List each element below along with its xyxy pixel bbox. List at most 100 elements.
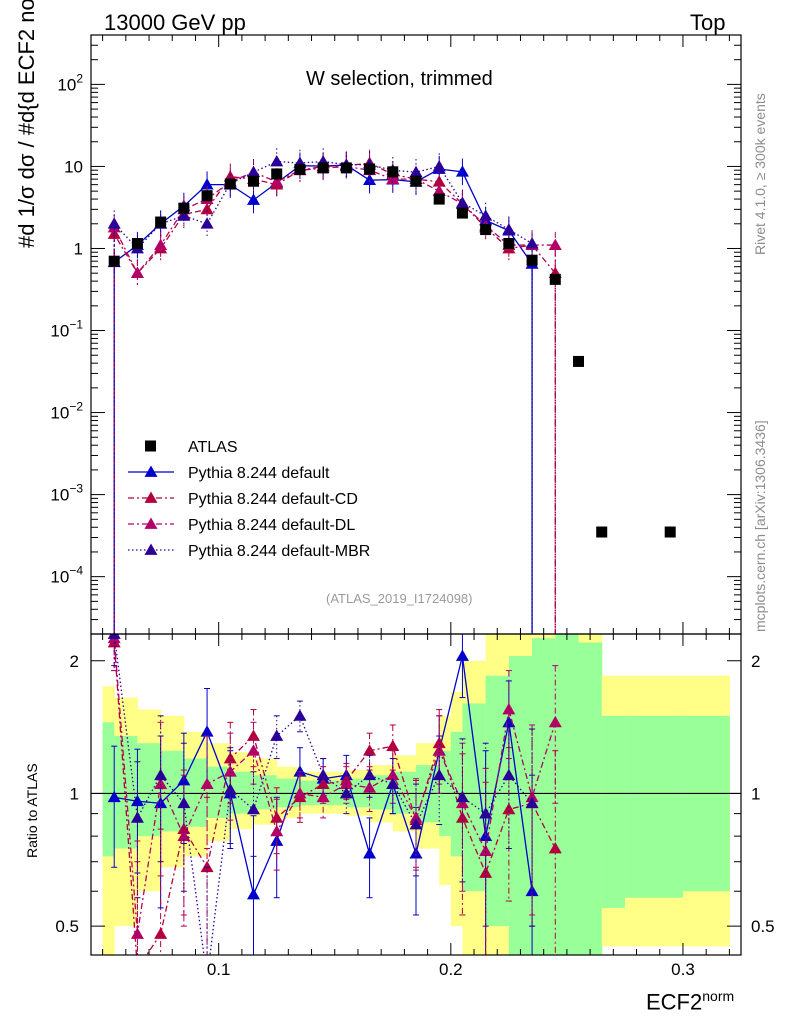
ratio-marker [316, 790, 330, 803]
legend-label: Pythia 8.244 default-CD [188, 491, 358, 508]
data-marker [248, 175, 259, 187]
data-marker [480, 224, 492, 236]
ratio-series [107, 634, 562, 955]
y-tick-base: 1 [74, 239, 83, 258]
y-ticks-ratio: 0.5 0.5 1 1 2 2 [55, 652, 774, 936]
series-line [113, 165, 556, 634]
data-marker [387, 166, 399, 178]
band-stat [230, 771, 254, 814]
band-stat [532, 638, 556, 955]
data-marker [433, 193, 445, 205]
ratio-marker [479, 844, 493, 856]
band-stat [624, 715, 684, 898]
ratio-marker [293, 765, 307, 777]
y-tick-label: 1 [74, 239, 83, 258]
ratio-marker [502, 802, 516, 815]
ratio-marker [247, 802, 260, 815]
data-marker [573, 355, 584, 367]
ratio-marker [548, 715, 562, 728]
ratio-marker [339, 786, 353, 799]
y-tick-base: 10 [64, 157, 83, 176]
header-right: Top [690, 10, 726, 35]
ratio-marker [293, 786, 307, 799]
legend-label: Pythia 8.244 default [188, 465, 330, 482]
legend-label: ATLAS [188, 439, 238, 456]
series-marker [502, 223, 516, 235]
series-marker [247, 165, 260, 178]
legend-marker [144, 491, 158, 503]
series-marker [107, 217, 121, 229]
x-axis-label: ECF2norm [646, 988, 734, 1015]
ratio-marker [386, 739, 400, 752]
y-tick-label: 102 [57, 71, 83, 94]
ratio-marker [247, 744, 260, 756]
series-marker [548, 238, 562, 250]
ratio-marker [363, 744, 377, 756]
legend-marker [145, 440, 156, 452]
data-marker [596, 526, 608, 538]
data-marker [526, 254, 538, 266]
band-stat [462, 703, 487, 892]
ratio-y-tick-label-left: 0.5 [55, 917, 79, 936]
chart-title: W selection, trimmed [306, 68, 493, 90]
data-marker [201, 190, 213, 202]
data-marker [664, 526, 676, 538]
main-ylabel: #d 1/σ dσ / #d{d ECF2 norm} [14, 0, 39, 248]
ratio-y-tick-label-right: 0.5 [751, 917, 775, 936]
ratio-marker [270, 824, 284, 837]
y-tick-base: 10 [50, 568, 69, 587]
ratio-marker [130, 811, 144, 823]
y-tick-label: 10 [64, 157, 83, 176]
ratio-marker [223, 765, 237, 777]
band-stat [183, 758, 208, 827]
ratio-marker [363, 768, 377, 781]
ratio-marker [455, 796, 469, 809]
legend-label: Pythia 8.244 default-MBR [188, 543, 370, 560]
ratio-marker [316, 768, 330, 781]
y-tick-label: 10−3 [50, 482, 83, 505]
y-tick-label: 10−1 [50, 318, 83, 341]
x-ticks: 0.1 0.2 0.3 [102, 35, 730, 979]
ratio-marker [455, 649, 469, 661]
band-stat [102, 722, 115, 857]
x-tick-label: 0.2 [439, 960, 463, 979]
ratio-y-tick-label-left: 1 [70, 784, 79, 803]
ratio-marker [548, 842, 562, 854]
series-marker [200, 202, 214, 215]
band-stat [485, 675, 510, 927]
data-marker [456, 207, 468, 219]
band-stat [601, 715, 626, 908]
band-stat [578, 642, 603, 955]
series-line [113, 162, 556, 634]
ratio-y-tick-label-right: 2 [751, 652, 760, 671]
series-marker [177, 209, 191, 221]
data-marker [340, 162, 352, 174]
series-marker [432, 184, 446, 197]
y-tick-label: 10−2 [50, 400, 83, 423]
ratio-marker [177, 796, 191, 809]
data-marker [155, 216, 167, 228]
legend-marker [144, 543, 158, 555]
data-marker [108, 255, 120, 267]
y-tick-base: 10 [57, 75, 76, 94]
ratio-line [113, 642, 556, 955]
band-stat [682, 715, 730, 892]
series-marker [432, 159, 446, 172]
ratio-marker [270, 729, 284, 741]
ratio-marker [200, 777, 214, 789]
data-marker [131, 238, 143, 250]
band-stat [555, 634, 579, 955]
series-marker [200, 178, 214, 190]
legend-marker [144, 517, 158, 529]
legend-label: Pythia 8.244 default-DL [188, 517, 355, 534]
legend-marker [144, 465, 158, 477]
ratio-marker [293, 709, 307, 721]
ratio-marker [363, 781, 377, 793]
series-line [113, 164, 533, 634]
ratio-marker [502, 703, 516, 715]
series-marker [154, 238, 168, 250]
ratio-marker [130, 794, 144, 807]
series-marker [479, 209, 493, 221]
